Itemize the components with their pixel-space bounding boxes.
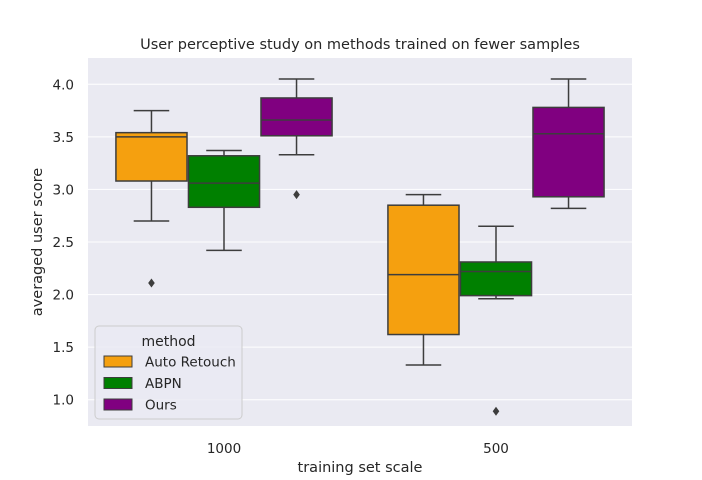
box-plots	[115, 78, 605, 416]
box-ours-1000	[260, 78, 333, 200]
box-iqr	[187, 155, 261, 209]
box-auto-retouch-500	[387, 193, 460, 366]
box-iqr	[459, 261, 533, 297]
box-iqr	[387, 204, 460, 336]
legend-swatch	[103, 355, 133, 368]
legend: method Auto Retouch ABPN Ours	[94, 325, 243, 420]
outlier-point	[293, 190, 300, 200]
legend-frame	[94, 325, 243, 420]
y-axis-ticks: 1.0 1.5 2.0 2.5 3.0 3.5 4.0	[53, 77, 74, 408]
box-iqr	[532, 106, 605, 198]
y-tick-label: 4.0	[53, 77, 74, 93]
box-iqr	[115, 131, 188, 182]
outlier-point	[148, 278, 155, 288]
chart-title: User perceptive study on methods trained…	[140, 37, 580, 53]
y-tick-label: 3.0	[53, 182, 74, 198]
y-tick-label: 1.5	[53, 340, 74, 356]
box-abpn-1000	[187, 149, 261, 252]
legend-swatch	[103, 377, 133, 389]
outlier-point	[492, 406, 500, 416]
box-auto-retouch-1000	[115, 109, 188, 288]
legend-title: method	[141, 334, 195, 350]
box-iqr	[260, 97, 333, 137]
box-abpn-500	[459, 225, 533, 416]
legend-label: ABPN	[145, 376, 182, 392]
legend-swatch	[103, 398, 133, 411]
x-axis-ticks: 1000 500	[207, 441, 509, 457]
y-tick-label: 2.5	[53, 235, 74, 251]
box-ours-500	[532, 78, 605, 210]
x-axis-label: training set scale	[298, 460, 423, 476]
y-axis-label: averaged user score	[30, 168, 46, 316]
y-tick-label: 3.5	[53, 130, 74, 146]
y-tick-label: 2.0	[53, 288, 74, 304]
x-tick-label: 1000	[207, 441, 241, 457]
legend-label: Ours	[145, 398, 177, 414]
legend-label: Auto Retouch	[145, 355, 236, 371]
y-tick-label: 1.0	[53, 393, 74, 409]
x-tick-label: 500	[483, 441, 509, 457]
